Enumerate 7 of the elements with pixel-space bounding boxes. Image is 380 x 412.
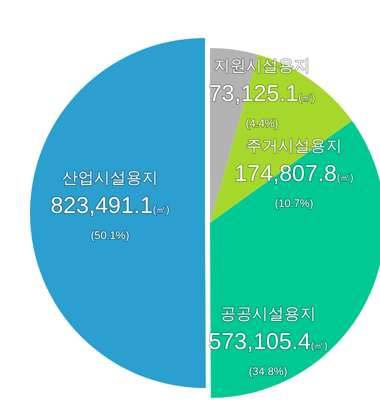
slice-label: 공공시설용지 (220, 304, 316, 323)
text: (4.4%) (246, 118, 278, 130)
data-label: 823,491.1(㎡) (50, 192, 170, 218)
text: (50.1%) (90, 230, 130, 242)
slice-label: 산업시설용지 (62, 168, 158, 187)
text: (10.7%) (274, 198, 314, 210)
text: (34.8%) (248, 366, 288, 378)
